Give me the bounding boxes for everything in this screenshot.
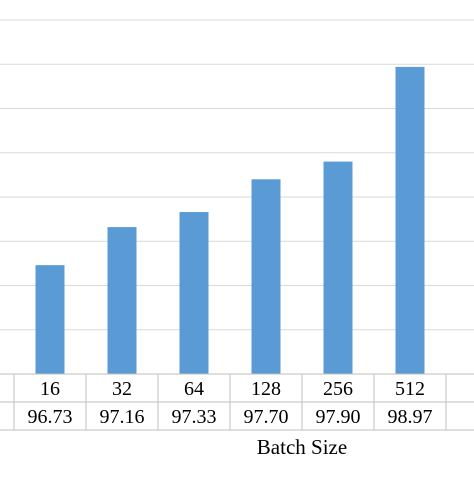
bar-512	[395, 66, 425, 374]
bar-32	[107, 227, 137, 374]
category-label-512: 512	[395, 378, 425, 400]
value-label-16: 96.73	[28, 406, 73, 428]
value-label-512: 98.97	[388, 406, 433, 428]
value-label-256: 97.90	[316, 406, 361, 428]
value-label-64: 97.33	[172, 406, 217, 428]
value-label-128: 97.70	[244, 406, 289, 428]
category-label-16: 16	[40, 378, 60, 400]
gridlines	[0, 19, 474, 375]
x-axis-title: Batch Size	[257, 435, 347, 459]
bar-64	[179, 212, 209, 374]
bar-128	[251, 179, 281, 374]
bar-256	[323, 161, 353, 374]
value-label-8: 96.53	[0, 406, 1, 428]
category-label-256: 256	[323, 378, 353, 400]
bars	[35, 66, 425, 374]
value-label-32: 97.16	[100, 406, 145, 428]
category-label-32: 32	[112, 378, 132, 400]
category-label-64: 64	[184, 378, 204, 400]
bar-16	[35, 265, 65, 374]
data-table: 896.531696.733297.166497.3312897.7025697…	[0, 373, 474, 431]
category-label-128: 128	[251, 378, 281, 400]
